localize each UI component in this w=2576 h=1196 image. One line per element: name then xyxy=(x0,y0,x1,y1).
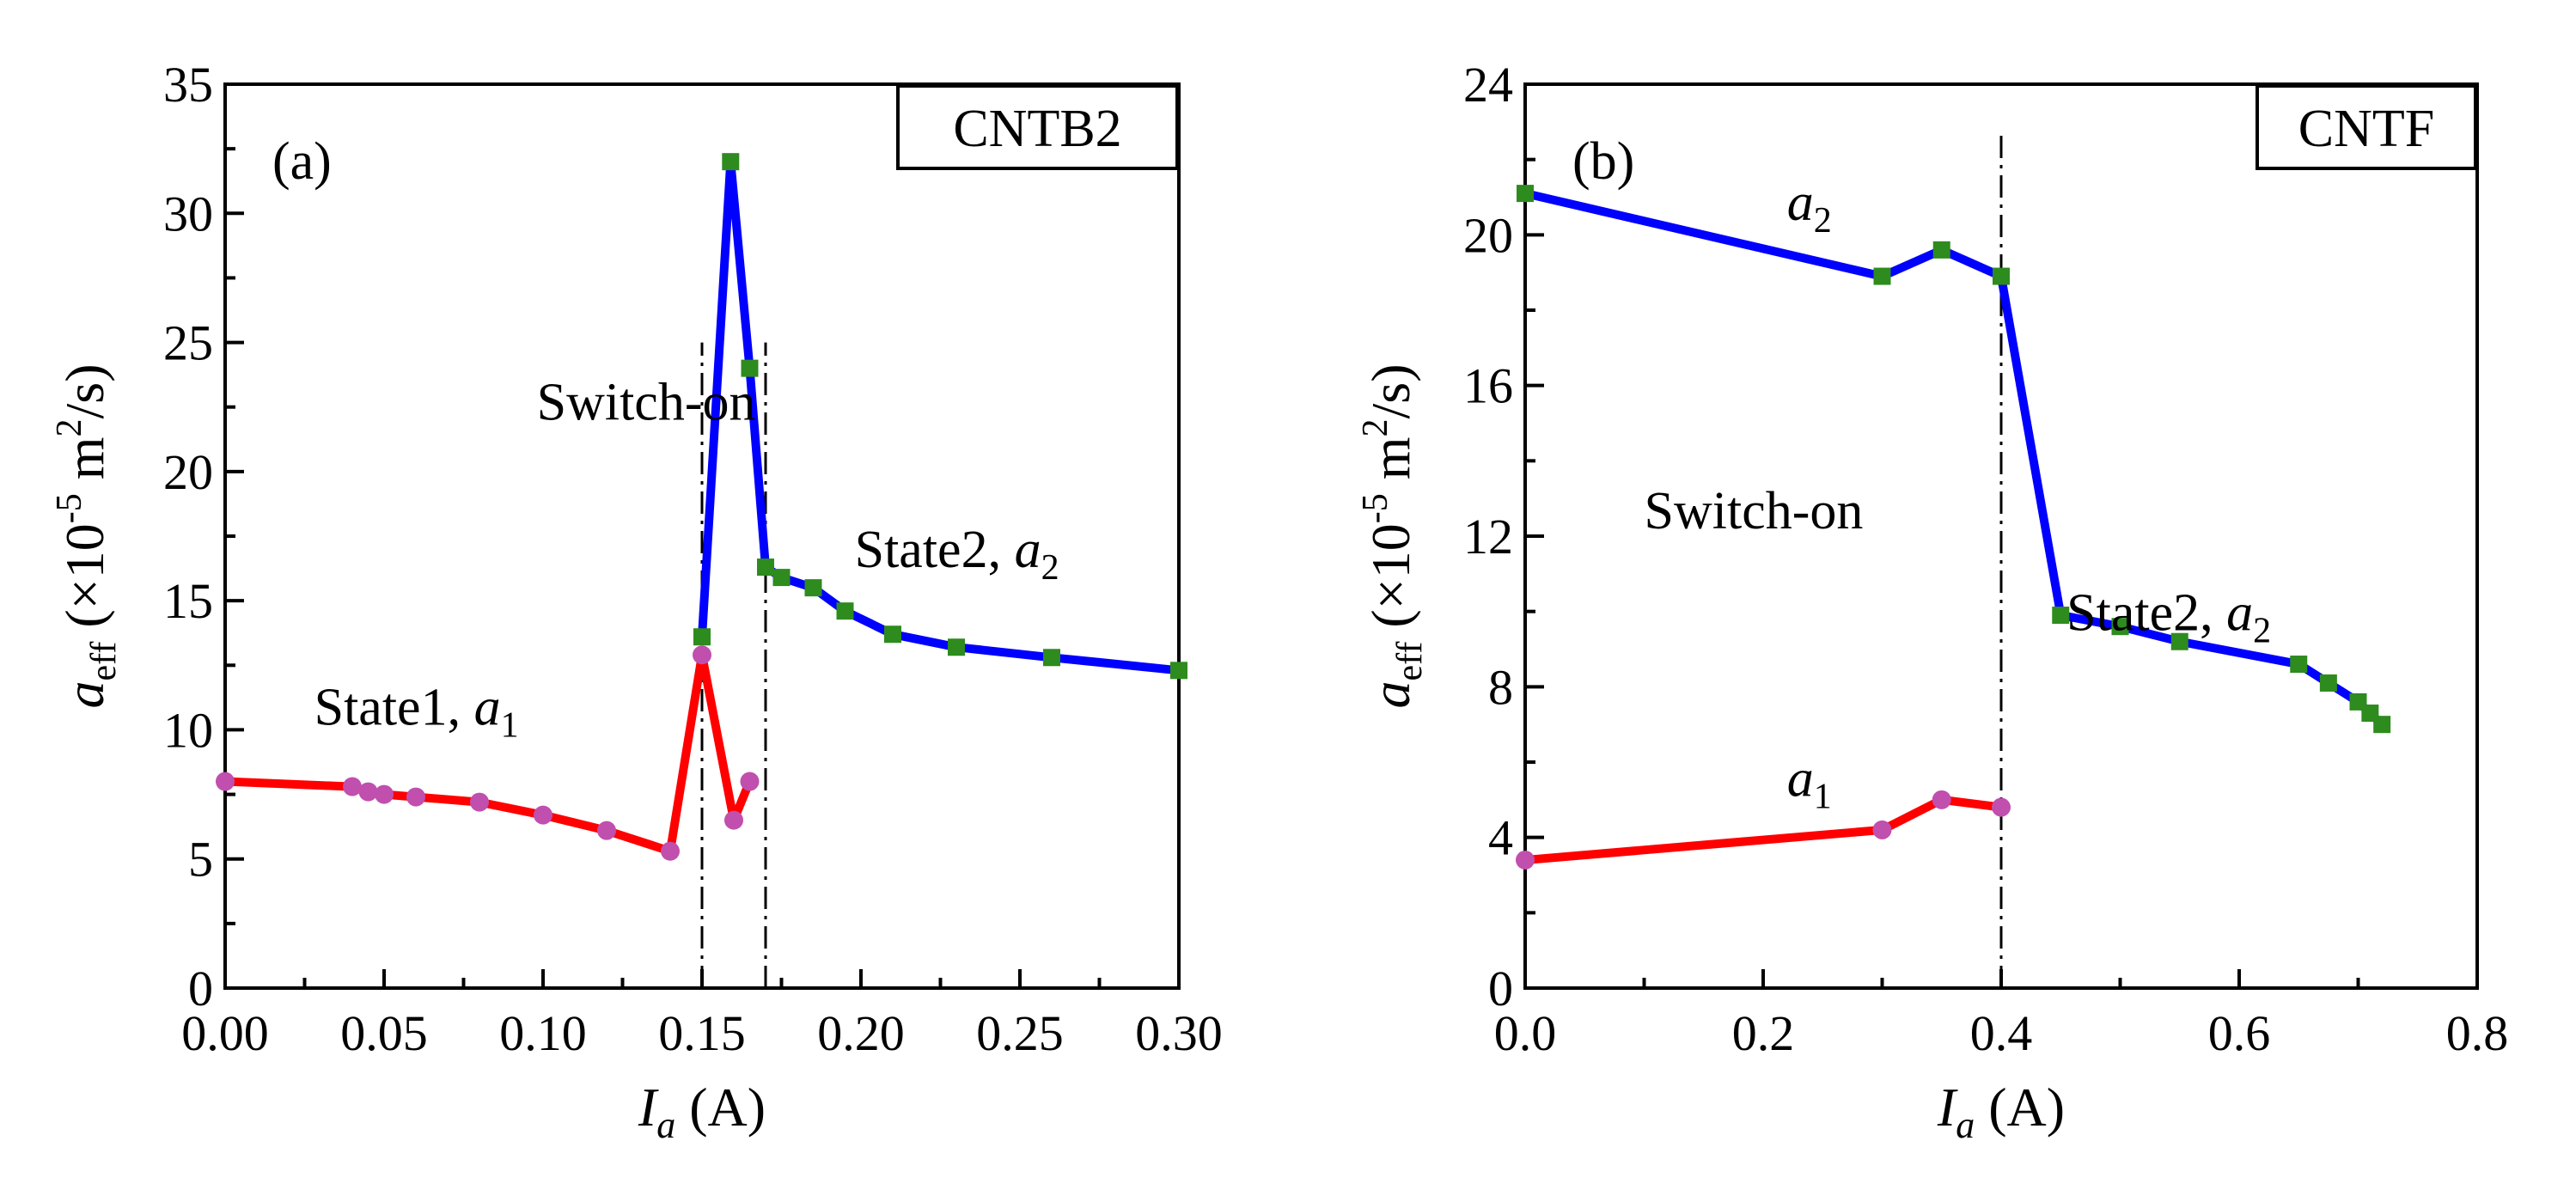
data-point-a2 xyxy=(948,638,965,656)
data-point-a2 xyxy=(2170,632,2188,650)
data-point-a1 xyxy=(375,784,394,804)
x-tick-label: 0.25 xyxy=(976,1005,1064,1061)
x-tick-label: 0.05 xyxy=(340,1005,428,1061)
annotation-label: State1, a1 xyxy=(314,678,519,745)
x-tick-label: 0.8 xyxy=(2446,1005,2509,1061)
series-line-a1 xyxy=(1521,795,2005,864)
data-point-a1 xyxy=(343,777,362,796)
chart-panel-b: 0.0 0.2 0.4 0.6 0.8 0 4 8 12 16 20 24 a2 a1 Switch-on S… xyxy=(1356,57,2508,1146)
data-point-a1 xyxy=(534,805,552,825)
y-tick-label: 20 xyxy=(1463,207,1513,263)
data-point-a2 xyxy=(884,625,901,644)
x-tick-label: 0.00 xyxy=(181,1005,269,1061)
data-point-a1 xyxy=(406,787,425,807)
data-point-a2 xyxy=(1517,185,1534,203)
data-point-a2 xyxy=(2373,716,2391,734)
y-tick-label: 10 xyxy=(163,702,213,758)
data-point-a2 xyxy=(1873,267,1891,285)
y-tick-label: 0 xyxy=(1488,961,1513,1016)
x-tick-label: 0.6 xyxy=(2208,1005,2271,1061)
panel-id-label: (b) xyxy=(1572,132,1634,191)
y-tick-label: 15 xyxy=(163,573,213,629)
data-point-a1 xyxy=(597,821,616,840)
annotation-label: State2, a2 xyxy=(855,521,1059,588)
y-axis-title: aeff (×10-5 m2/s) xyxy=(50,363,124,708)
x-axis-title: Ia (A) xyxy=(638,1077,766,1146)
data-point-a1 xyxy=(358,782,378,802)
data-point-a1 xyxy=(661,841,680,861)
panel-id-label: (a) xyxy=(272,132,332,191)
x-tick-label: 0.2 xyxy=(1732,1005,1795,1061)
sample-badge-box xyxy=(2256,84,2477,170)
data-point-a2 xyxy=(772,569,791,587)
data-point-a2 xyxy=(1932,241,1950,259)
data-point-a2 xyxy=(1043,649,1060,667)
x-tick-label: 0.4 xyxy=(1970,1005,2033,1061)
y-axis-title: aeff (×10-5 m2/s) xyxy=(1356,363,1430,708)
annotation-label: State2, a2 xyxy=(2066,584,2271,651)
x-tick-label: 0.0 xyxy=(1494,1005,1557,1061)
y-tick-label: 8 xyxy=(1488,659,1513,715)
data-point-a2 xyxy=(804,579,822,597)
series-line-a2 xyxy=(698,157,1183,675)
data-point-a2 xyxy=(741,359,759,377)
data-point-a2 xyxy=(2111,618,2129,636)
y-tick-label: 16 xyxy=(1463,358,1513,414)
data-point-a2 xyxy=(2052,607,2070,625)
annotation-label: a1 xyxy=(1787,749,1832,816)
sample-badge-label: CNTB2 xyxy=(953,100,1121,158)
data-point-a2 xyxy=(1170,662,1187,680)
annotation-label: a2 xyxy=(1787,174,1832,241)
y-tick-label: 25 xyxy=(163,315,213,371)
data-point-a2 xyxy=(757,558,774,577)
data-point-a1 xyxy=(740,772,760,791)
y-tick-label: 4 xyxy=(1488,810,1513,866)
data-point-a1 xyxy=(216,772,235,791)
x-tick-label: 0.30 xyxy=(1135,1005,1223,1061)
y-tick-label: 20 xyxy=(163,444,213,500)
y-tick-label: 24 xyxy=(1463,57,1513,113)
data-point-a2 xyxy=(2290,656,2308,674)
chart-panel-a: 0.00 0.05 0.10 0.15 0.20 0.25 0.30 0 5 10 15 20 25 30… xyxy=(50,57,1223,1146)
data-point-a1 xyxy=(724,810,743,830)
data-point-a2 xyxy=(2319,674,2337,692)
x-tick-label: 0.15 xyxy=(658,1005,746,1061)
sample-badge-label: CNTF xyxy=(2298,100,2434,158)
annotation-label: Switch-on xyxy=(1645,482,1864,540)
data-point-a1 xyxy=(470,792,489,812)
y-tick-label: 12 xyxy=(1463,509,1513,564)
sample-badge-box xyxy=(896,84,1179,170)
x-tick-label: 0.10 xyxy=(499,1005,587,1061)
data-point-a1 xyxy=(1516,850,1535,870)
y-tick-label: 5 xyxy=(188,832,213,888)
y-tick-label: 35 xyxy=(163,57,213,113)
y-tick-label: 0 xyxy=(188,961,213,1016)
data-point-a1 xyxy=(1872,820,1892,839)
data-point-a1 xyxy=(1992,797,2011,817)
data-point-a2 xyxy=(836,602,854,620)
data-point-a2 xyxy=(693,628,711,646)
x-tick-label: 0.20 xyxy=(817,1005,905,1061)
x-axis-title: Ia (A) xyxy=(1937,1077,2065,1146)
data-point-a1 xyxy=(693,645,711,665)
data-point-a2 xyxy=(722,153,740,171)
y-tick-label: 30 xyxy=(163,186,213,241)
annotation-label: Switch-on xyxy=(537,374,756,432)
data-point-a1 xyxy=(1932,790,1951,809)
data-point-a2 xyxy=(1993,267,2010,285)
